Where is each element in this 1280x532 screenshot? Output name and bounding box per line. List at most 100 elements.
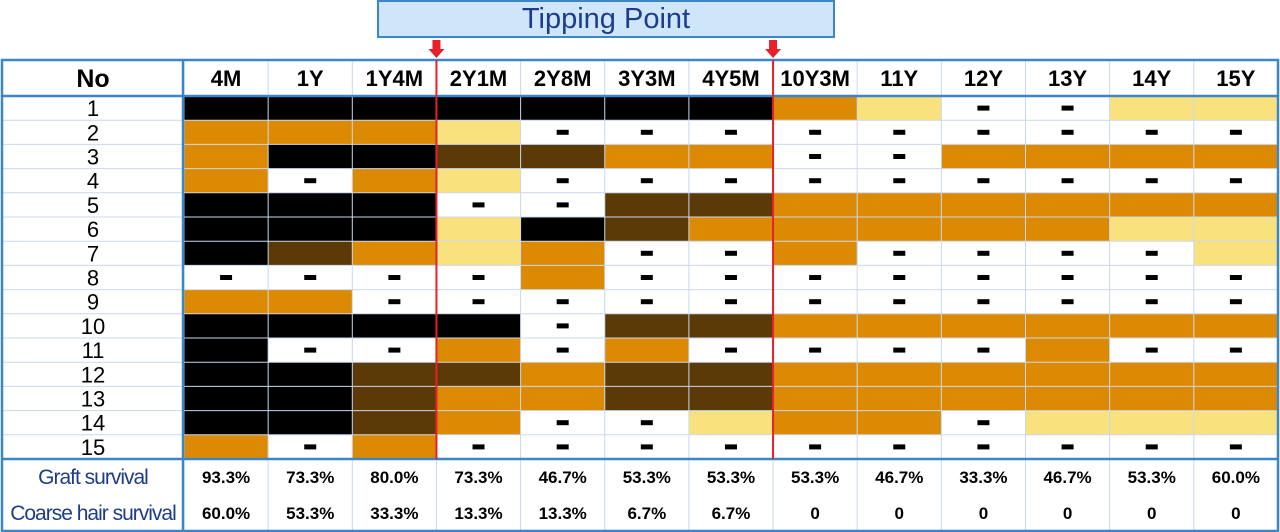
absent-marker xyxy=(893,275,906,280)
heatmap-cell xyxy=(604,313,689,338)
absent-marker xyxy=(809,299,822,305)
heatmap-cell xyxy=(184,410,269,435)
heatmap-cell xyxy=(1193,241,1278,266)
heatmap-cell xyxy=(436,217,521,242)
row-number: 5 xyxy=(87,193,99,218)
heatmap-cell xyxy=(352,434,437,459)
column-header: 3Y3M xyxy=(618,66,675,91)
heatmap-cell xyxy=(773,96,858,121)
absent-marker xyxy=(1061,129,1074,135)
summary-value: 0 xyxy=(810,504,819,523)
row-number: 10 xyxy=(81,314,105,339)
absent-marker xyxy=(1229,444,1242,450)
heatmap-cell xyxy=(1025,144,1110,169)
heatmap-cell xyxy=(941,362,1026,387)
absent-marker xyxy=(1145,299,1158,305)
heatmap-cell xyxy=(1109,410,1194,435)
absent-marker xyxy=(893,347,906,353)
row-number: 2 xyxy=(87,120,99,145)
absent-marker xyxy=(556,444,569,450)
row-number: 6 xyxy=(87,217,99,242)
absent-marker xyxy=(640,178,653,184)
heatmap-cell xyxy=(436,386,521,411)
absent-marker xyxy=(809,129,822,135)
summary-value: 6.7% xyxy=(627,504,666,523)
column-header: 13Y xyxy=(1048,66,1087,91)
absent-marker xyxy=(724,178,737,184)
summary-row-label: Coarse hair survival xyxy=(10,502,176,525)
absent-marker xyxy=(1145,444,1158,450)
heatmap-cell xyxy=(436,144,521,169)
heatmap-cell xyxy=(941,313,1026,338)
summary-value: 13.3% xyxy=(539,504,587,523)
absent-marker xyxy=(977,420,990,426)
row-number: 9 xyxy=(87,290,99,315)
absent-marker xyxy=(640,299,653,305)
heatmap-cell xyxy=(1025,386,1110,411)
heatmap-cell xyxy=(184,120,269,145)
absent-marker xyxy=(809,178,822,184)
heatmap-cell xyxy=(352,168,437,193)
heatmap-cell xyxy=(688,96,774,121)
row-number: 3 xyxy=(87,145,99,170)
heatmap-cell xyxy=(352,192,437,217)
absent-marker xyxy=(1061,444,1074,450)
absent-marker xyxy=(556,420,569,426)
absent-marker xyxy=(724,299,737,305)
column-header: 2Y8M xyxy=(534,66,591,91)
heatmap-cell xyxy=(268,410,353,435)
heatmap-cell xyxy=(184,217,269,242)
absent-marker xyxy=(1061,275,1074,280)
absent-marker xyxy=(724,444,737,450)
heatmap-cell xyxy=(352,241,437,266)
heatmap-cell xyxy=(857,386,942,411)
heatmap-cell xyxy=(1025,217,1110,242)
tipping-point-arrow-head xyxy=(765,49,782,58)
absent-marker xyxy=(640,250,653,256)
absent-marker xyxy=(556,299,569,305)
heatmap-cell xyxy=(352,120,437,145)
heatmap-cell xyxy=(436,96,521,121)
heatmap-cell xyxy=(436,313,521,338)
absent-marker xyxy=(893,178,906,184)
heatmap-cell xyxy=(857,217,942,242)
absent-marker xyxy=(893,250,906,256)
heatmap-cell xyxy=(520,265,605,290)
column-header: 14Y xyxy=(1132,66,1171,91)
absent-marker xyxy=(977,444,990,450)
heatmap-cell xyxy=(520,217,605,242)
heatmap-cell xyxy=(773,410,858,435)
column-header: 11Y xyxy=(880,66,918,91)
summary-value: 0 xyxy=(895,504,904,523)
heatmap-cell xyxy=(352,144,437,169)
absent-marker xyxy=(893,154,906,159)
summary-value: 6.7% xyxy=(712,504,751,523)
heatmap-cell xyxy=(520,241,605,266)
tipping-point-arrow-head xyxy=(428,49,445,58)
heatmap-cell xyxy=(604,96,689,121)
row-number: 15 xyxy=(81,435,105,460)
heatmap-cell xyxy=(857,410,942,435)
absent-marker xyxy=(1229,178,1242,184)
summary-value: 53.3% xyxy=(286,504,334,523)
heatmap-cell xyxy=(184,168,269,193)
absent-marker xyxy=(1229,129,1242,135)
table-border xyxy=(0,58,1280,532)
heatmap-cell xyxy=(268,120,353,145)
heatmap-cell xyxy=(604,144,689,169)
heatmap-cell xyxy=(184,192,269,217)
heatmap-cell xyxy=(184,313,269,338)
absent-marker xyxy=(977,129,990,135)
heatmap-cell xyxy=(941,192,1026,217)
absent-marker xyxy=(977,347,990,353)
heatmap-cell xyxy=(1193,386,1278,411)
absent-marker xyxy=(556,178,569,184)
heatmap-cell xyxy=(1109,362,1194,387)
absent-marker xyxy=(1145,275,1158,280)
heatmap-cell xyxy=(184,289,269,314)
summary-value: 13.3% xyxy=(454,504,502,523)
heatmap-cell xyxy=(688,217,774,242)
heatmap-cell xyxy=(688,386,774,411)
absent-marker xyxy=(388,299,401,305)
heatmap-cell xyxy=(941,217,1026,242)
